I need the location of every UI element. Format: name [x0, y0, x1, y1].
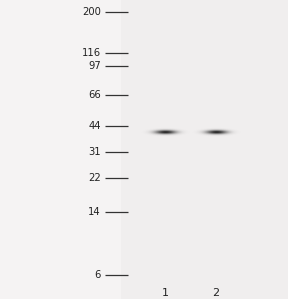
Bar — [121, 0, 288, 299]
Text: 116: 116 — [82, 48, 101, 58]
Text: 97: 97 — [88, 61, 101, 71]
Text: 2: 2 — [213, 288, 219, 298]
Text: 200: 200 — [82, 7, 101, 17]
Text: 44: 44 — [88, 120, 101, 131]
Text: kDa: kDa — [77, 0, 101, 1]
Text: 22: 22 — [88, 173, 101, 183]
Text: 14: 14 — [88, 207, 101, 216]
Text: 1: 1 — [162, 288, 169, 298]
Text: 31: 31 — [88, 147, 101, 157]
Text: 6: 6 — [94, 270, 101, 280]
Text: 66: 66 — [88, 90, 101, 100]
